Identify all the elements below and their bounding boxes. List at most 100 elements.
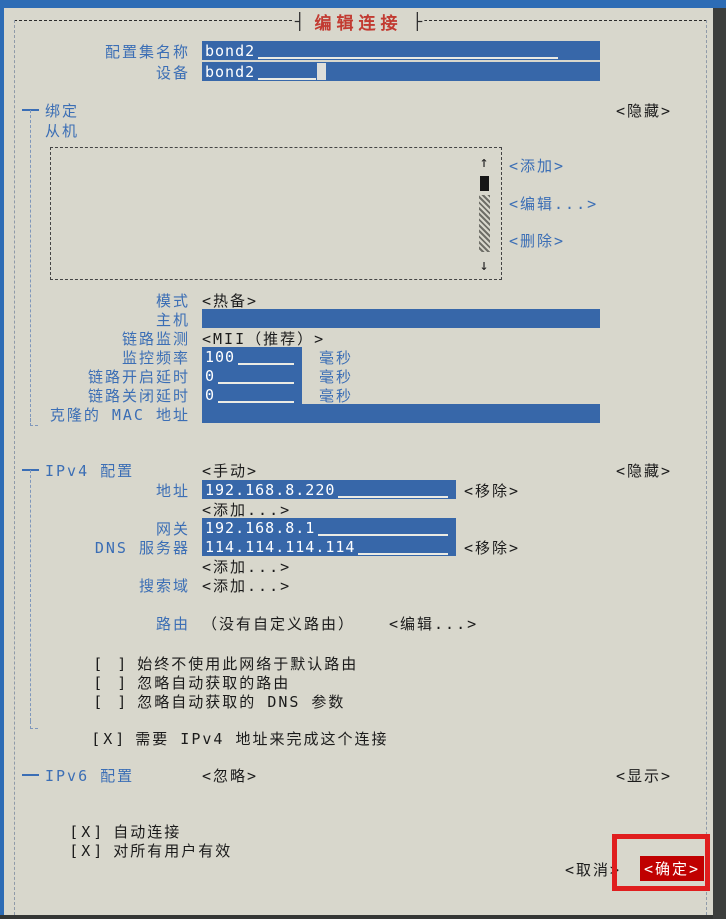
ipv4-routes-edit-button[interactable]: <编辑...>: [389, 615, 479, 633]
ipv4-address-add-button[interactable]: <添加...>: [202, 501, 292, 519]
ipv4-search-add-button[interactable]: <添加...>: [202, 577, 292, 595]
device-row: 设备 bond2: [4, 62, 713, 82]
slaves-list[interactable]: ↑ ↓: [50, 147, 502, 280]
monitoring-freq-unit: 毫秒: [319, 349, 354, 367]
ipv4-gateway-input[interactable]: 192.168.8.1: [202, 518, 456, 537]
checkbox-never-default-route[interactable]: [ ] 始终不使用此网络于默认路由: [39, 635, 358, 692]
ipv4-address-value: 192.168.8.220: [205, 480, 336, 499]
link-up-delay-value: 0: [205, 366, 216, 385]
checkbox-box: [ ]: [93, 655, 130, 673]
cloned-mac-input[interactable]: [202, 404, 600, 423]
primary-row: 主机: [4, 309, 713, 329]
primary-input[interactable]: [202, 309, 600, 328]
ipv4-dns-add-row: <添加...>: [4, 556, 713, 576]
scroll-down-icon[interactable]: ↓: [479, 256, 489, 274]
link-up-delay-input[interactable]: 0: [202, 366, 302, 385]
ipv4-gateway-row: 网关 192.168.8.1: [4, 518, 713, 538]
ipv4-address-label: 地址: [155, 482, 190, 500]
input-underline: [258, 43, 559, 59]
desktop-left-strip: [0, 8, 4, 915]
link-monitoring-dropdown[interactable]: <MII（推荐）>: [202, 330, 326, 348]
slaves-scrollbar[interactable]: ↑ ↓: [477, 154, 491, 273]
desktop-right-strip: [713, 8, 726, 919]
device-value: bond2: [205, 62, 256, 81]
checkbox-autoconnect[interactable]: [X] 自动连接: [15, 803, 181, 860]
ipv6-mode-dropdown[interactable]: <忽略>: [202, 767, 259, 785]
mode-dropdown[interactable]: <热备>: [202, 292, 259, 310]
link-monitoring-label: 链路监测: [121, 330, 190, 348]
slaves-add-button[interactable]: <添加>: [509, 157, 566, 175]
device-label: 设备: [155, 64, 190, 82]
ipv4-routes-label: 路由: [155, 615, 190, 633]
text-cursor: [317, 63, 327, 80]
scroll-up-icon[interactable]: ↑: [479, 153, 489, 171]
monitoring-freq-input[interactable]: 100: [202, 347, 302, 366]
input-underline: [358, 539, 448, 555]
dialog-titlebar: ┤ 编辑连接 ├: [292, 8, 425, 34]
ipv4-dns-input[interactable]: 114.114.114.114: [202, 537, 456, 556]
input-underline: [218, 368, 294, 384]
slaves-label-row: 从机: [4, 120, 713, 140]
bond-section-corner: [30, 418, 38, 426]
ipv4-section-line: [30, 470, 31, 721]
scrollbar-track[interactable]: [478, 195, 490, 252]
edit-connection-dialog: ┤ 编辑连接 ├ 配置集名称 bond2 设备 bond2: [4, 8, 713, 915]
input-underline: [318, 520, 448, 536]
slaves-delete-button[interactable]: <删除>: [509, 232, 566, 250]
primary-label: 主机: [155, 311, 190, 329]
ipv4-routes-row: 路由 （没有自定义路由） <编辑...>: [4, 613, 713, 633]
input-underline: [238, 349, 294, 365]
ipv4-dns-remove-button[interactable]: <移除>: [464, 539, 521, 557]
checkbox-box: [X]: [69, 823, 106, 841]
ipv4-gateway-value: 192.168.8.1: [205, 518, 316, 537]
ipv4-address-input[interactable]: 192.168.8.220: [202, 480, 456, 499]
cancel-button[interactable]: <取消>: [565, 861, 622, 879]
checkbox-all-users[interactable]: [X] 对所有用户有效: [15, 822, 232, 879]
link-down-delay-label: 链路关闭延时: [87, 387, 190, 405]
profile-name-input[interactable]: bond2: [202, 41, 600, 60]
title-right-tick-icon: ├: [412, 11, 423, 31]
checkbox-label: 需要 IPv4 地址来完成这个连接: [135, 730, 389, 748]
checkbox-ignore-auto-dns[interactable]: [ ] 忽略自动获取的 DNS 参数: [39, 673, 345, 730]
bond-hide-button[interactable]: <隐藏>: [615, 102, 672, 120]
ipv4-address-row: 地址 192.168.8.220 <移除>: [4, 480, 713, 500]
ipv4-section-title: IPv4 配置: [45, 462, 135, 480]
ipv6-show-button[interactable]: <显示>: [615, 767, 672, 785]
ipv4-section-corner: [30, 721, 38, 729]
checkbox-require-ipv4[interactable]: [X] 需要 IPv4 地址来完成这个连接: [37, 710, 388, 767]
cloned-mac-label: 克隆的 MAC 地址: [49, 406, 190, 424]
ipv4-search-label: 搜索域: [138, 577, 190, 595]
link-down-delay-input[interactable]: 0: [202, 385, 302, 404]
ipv4-mode-dropdown[interactable]: <手动>: [202, 462, 259, 480]
ipv4-dns-add-button[interactable]: <添加...>: [202, 558, 292, 576]
checkbox-ignore-auto-routes[interactable]: [ ] 忽略自动获取的路由: [39, 654, 290, 711]
link-monitoring-row: 链路监测 <MII（推荐）>: [4, 328, 713, 348]
checkbox-box: [ ]: [93, 674, 130, 692]
bond-section-title: 绑定: [45, 102, 80, 120]
monitoring-freq-value: 100: [205, 347, 236, 366]
checkbox-label: 忽略自动获取的 DNS 参数: [137, 693, 346, 711]
input-underline: [338, 482, 448, 498]
bond-header-row: 绑定 <隐藏>: [4, 100, 713, 120]
bond-section-line: [30, 110, 31, 422]
monitoring-freq-label: 监控频率: [121, 349, 190, 367]
input-underline: [218, 387, 294, 403]
slaves-edit-button[interactable]: <编辑...>: [509, 195, 599, 213]
link-down-delay-row: 链路关闭延时 0 毫秒: [4, 385, 713, 405]
ipv4-routes-note: （没有自定义路由）: [202, 615, 356, 633]
profile-name-label: 配置集名称: [104, 43, 190, 61]
ok-button[interactable]: <确定>: [640, 856, 705, 881]
ipv6-section-tick: [22, 774, 39, 776]
link-down-delay-unit: 毫秒: [319, 387, 354, 405]
scrollbar-thumb[interactable]: [479, 176, 489, 191]
dialog-border-right: [706, 20, 707, 915]
ipv4-hide-button[interactable]: <隐藏>: [615, 462, 672, 480]
mode-label: 模式: [155, 292, 190, 310]
ipv4-dns-value: 114.114.114.114: [205, 537, 356, 556]
ipv6-header-row: IPv6 配置 <忽略> <显示>: [4, 765, 713, 785]
ipv6-section-title: IPv6 配置: [45, 767, 135, 785]
ipv4-address-remove-button[interactable]: <移除>: [464, 482, 521, 500]
device-input[interactable]: bond2: [202, 62, 600, 81]
slaves-label: 从机: [45, 122, 80, 140]
